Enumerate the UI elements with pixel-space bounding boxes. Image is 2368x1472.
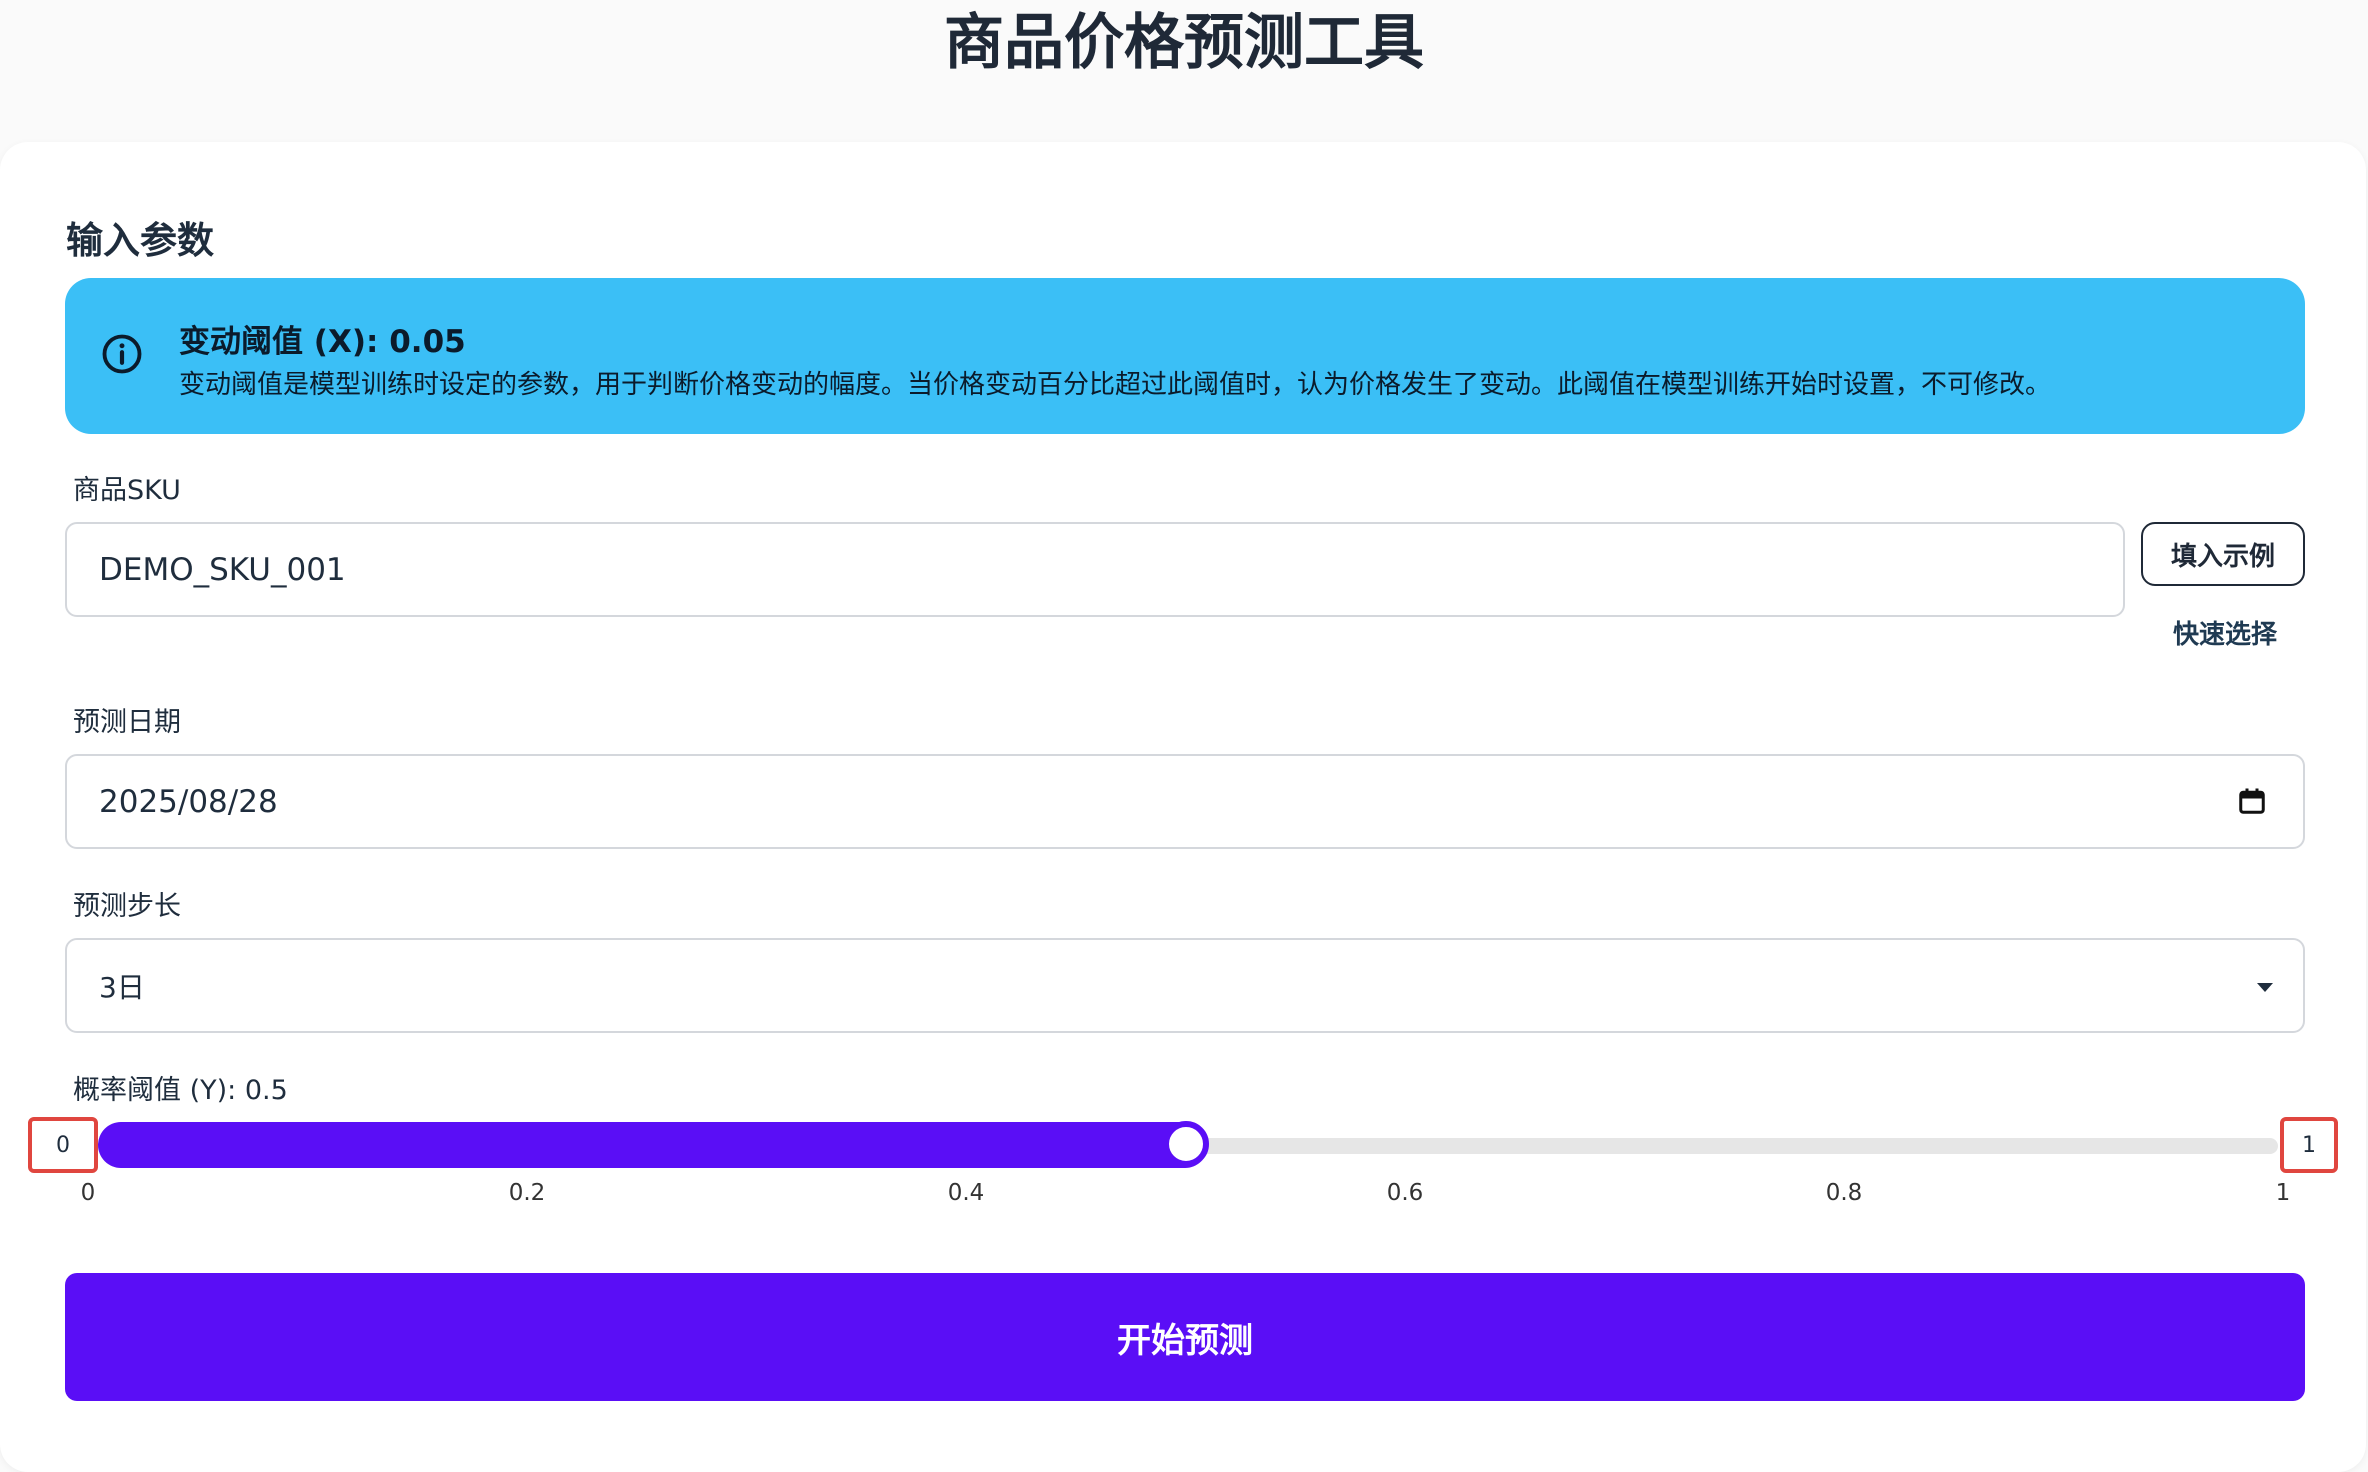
slider-tick-label: 0.8 — [1825, 1180, 1863, 1206]
info-circle-icon — [102, 334, 142, 374]
sku-label: 商品SKU — [73, 475, 181, 506]
page-title: 商品价格预测工具 — [944, 8, 1424, 78]
quick-select-link[interactable]: 快速选择 — [2172, 620, 2277, 650]
fill-example-button[interactable]: 填入示例 — [2141, 522, 2305, 586]
caret-down-icon — [2257, 983, 2273, 992]
date-label: 预测日期 — [73, 707, 181, 738]
range-min-box: 0 — [28, 1117, 98, 1173]
info-text: 变动阈值是模型训练时设定的参数，用于判断价格变动的幅度。当价格变动百分比超过此阈… — [179, 370, 2052, 400]
slider-tick-label: 0.2 — [508, 1180, 546, 1206]
step-select[interactable]: 3日 — [65, 938, 2305, 1033]
calendar-icon[interactable] — [2237, 786, 2267, 816]
probability-slider-thumb[interactable] — [1162, 1121, 1209, 1167]
info-alert: 变动阈值 (X): 0.05 变动阈值是模型训练时设定的参数，用于判断价格变动的… — [65, 278, 2305, 434]
range-max-box: 1 — [2280, 1117, 2338, 1173]
slider-tick-label: 0.6 — [1386, 1180, 1424, 1206]
date-input-value: 2025/08/28 — [99, 783, 278, 820]
sku-input[interactable]: DEMO_SKU_001 — [65, 522, 2125, 617]
date-input[interactable]: 2025/08/28 — [65, 754, 2305, 849]
step-label: 预测步长 — [73, 891, 181, 922]
slider-tick-label: 0.4 — [947, 1180, 985, 1206]
slider-tick-label: 1 — [2275, 1180, 2291, 1206]
section-title: 输入参数 — [66, 219, 214, 262]
info-title: 变动阈值 (X): 0.05 — [179, 324, 466, 360]
step-select-value: 3日 — [99, 970, 145, 1004]
probability-label: 概率阈值 (Y): 0.5 — [73, 1075, 288, 1106]
slider-tick-label: 0 — [80, 1180, 96, 1206]
probability-slider-fill — [98, 1122, 1208, 1168]
sku-input-value: DEMO_SKU_001 — [99, 551, 346, 588]
start-prediction-button[interactable]: 开始预测 — [65, 1273, 2305, 1401]
